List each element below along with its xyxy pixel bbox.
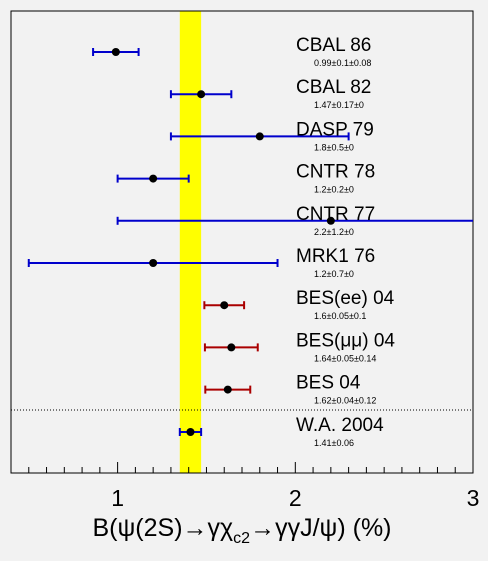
measurement-label: BES(μμ) 04 [296, 330, 395, 351]
data-point [223, 385, 232, 394]
data-point [255, 132, 264, 141]
measurement-label: BES 04 [296, 373, 361, 394]
x-axis-label-subscript: c2 [233, 530, 250, 547]
measurement-3 [116, 174, 190, 183]
x-tick-label: 3 [467, 485, 480, 511]
x-axis-label-main: B(ψ(2S)→γχ [92, 514, 233, 542]
measurement-7 [203, 343, 259, 352]
measurement-0 [92, 48, 140, 56]
labels-layer: CBAL 86 0.99±0.1±0.08 CBAL 82 1.47±0.17±0 DA… [296, 35, 395, 448]
measurement-value-label: 1.8±0.5±0 [314, 142, 354, 152]
measurement-label: DASP 79 [296, 119, 374, 140]
measurement-value-label: 1.41±0.06 [314, 438, 354, 448]
measurement-value-label: 1.62±0.04±0.12 [314, 396, 376, 406]
measurements-layer [27, 48, 473, 436]
measurement-value-label: 1.2±0.2±0 [314, 185, 354, 195]
x-tick-label: 2 [289, 485, 302, 511]
measurement-label: BES(ee) 04 [296, 288, 395, 309]
x-axis-label: B(ψ(2S)→γχc2→γγJ/ψ) (%) [92, 514, 391, 547]
measurement-label: W.A. 2004 [296, 415, 384, 436]
measurement-label: CBAL 82 [296, 77, 371, 98]
measurement-6 [203, 301, 246, 310]
measurement-value-label: 2.2±1.2±0 [314, 227, 354, 237]
measurement-1 [169, 90, 233, 99]
measurement-label: CNTR 78 [296, 162, 375, 183]
measurement-5 [27, 259, 279, 267]
measurement-2 [169, 132, 350, 141]
measurement-value-label: 1.6±0.05±0.1 [314, 311, 366, 321]
data-point [220, 301, 229, 310]
data-point [186, 428, 195, 436]
data-point [149, 259, 158, 267]
data-point [197, 90, 206, 99]
measurement-value-label: 1.47±0.17±0 [314, 100, 364, 110]
average-band-layer [179, 11, 202, 473]
measurement-4 [116, 216, 473, 225]
measurement-value-label: 0.99±0.1±0.08 [314, 58, 371, 68]
data-point [326, 216, 335, 225]
average-band [179, 11, 202, 473]
x-axis-ticks: 1 2 3 [28, 462, 480, 511]
x-axis-label-rest: →γγJ/ψ) (%) [250, 514, 391, 542]
data-point [227, 343, 236, 352]
data-point [149, 174, 158, 183]
measurement-value-label: 1.64±0.05±0.14 [314, 353, 376, 363]
measurement-8 [204, 385, 252, 394]
measurement-value-label: 1.2±0.7±0 [314, 269, 354, 279]
measurement-label: CBAL 86 [296, 35, 371, 56]
measurement-label: MRK1 76 [296, 246, 375, 267]
measurement-9 [178, 428, 203, 436]
data-point [111, 48, 120, 56]
measurement-label: CNTR 77 [296, 204, 375, 225]
x-tick-label: 1 [111, 485, 124, 511]
